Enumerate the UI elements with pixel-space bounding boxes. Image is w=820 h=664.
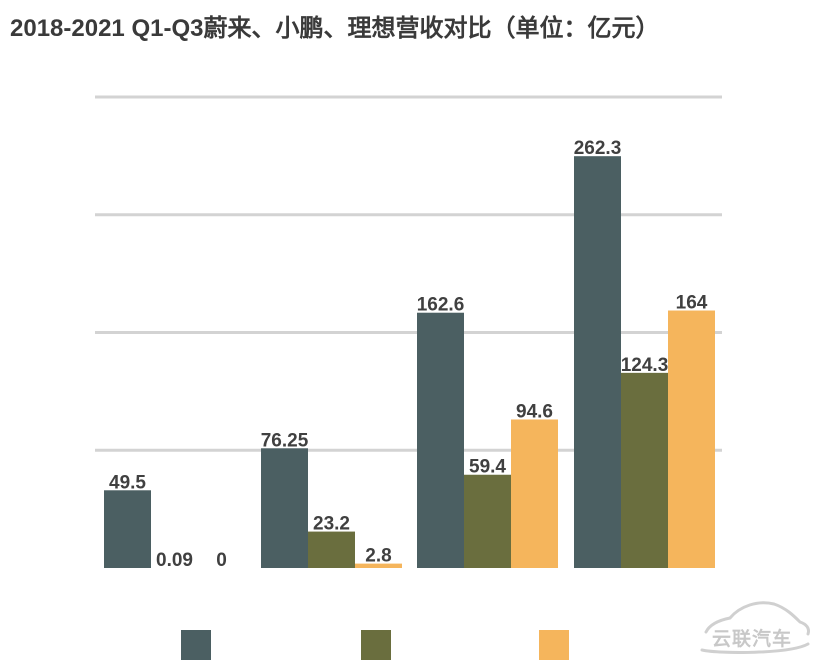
value-label-series1-group3: 162.6 bbox=[417, 295, 465, 316]
value-label-series1-group2: 76.25 bbox=[261, 430, 309, 451]
bar-series1-group2 bbox=[261, 448, 308, 568]
value-label-series3-group1: 0 bbox=[216, 550, 227, 571]
chart-title: 2018-2021 Q1-Q3蔚来、小鹏、理想营收对比（单位：亿元） bbox=[10, 15, 660, 42]
bar-series1-group1 bbox=[104, 490, 151, 568]
watermark-text: 云联汽车 bbox=[712, 628, 793, 650]
bar-series2-group4 bbox=[621, 372, 668, 568]
bar-series1-group4 bbox=[574, 156, 621, 568]
bar-series1-group3 bbox=[417, 312, 464, 568]
value-label-series2-group1: 0.09 bbox=[156, 550, 193, 571]
value-label-series2-group3: 59.4 bbox=[469, 457, 506, 478]
bars bbox=[104, 156, 715, 568]
bar-series2-group2 bbox=[308, 531, 355, 568]
value-label-series1-group1: 49.5 bbox=[109, 472, 146, 493]
value-label-series1-group4: 262.3 bbox=[574, 138, 622, 159]
bar-series2-group3 bbox=[464, 474, 511, 568]
value-label-series2-group2: 23.2 bbox=[313, 514, 350, 535]
value-label-series3-group2: 2.8 bbox=[365, 546, 391, 567]
value-labels: 49.5 76.25 162.6 262.3 0.09 23.2 59.4 124.3 0 2.8… bbox=[109, 138, 708, 571]
bar-series3-group2 bbox=[355, 563, 402, 568]
bar-series3-group4 bbox=[668, 310, 715, 568]
car-logo-watermark bbox=[700, 601, 810, 654]
value-label-series3-group3: 94.6 bbox=[516, 401, 553, 422]
bar-series3-group3 bbox=[511, 419, 558, 568]
value-label-series2-group4: 124.3 bbox=[621, 355, 669, 376]
value-label-series3-group4: 164 bbox=[676, 293, 708, 314]
